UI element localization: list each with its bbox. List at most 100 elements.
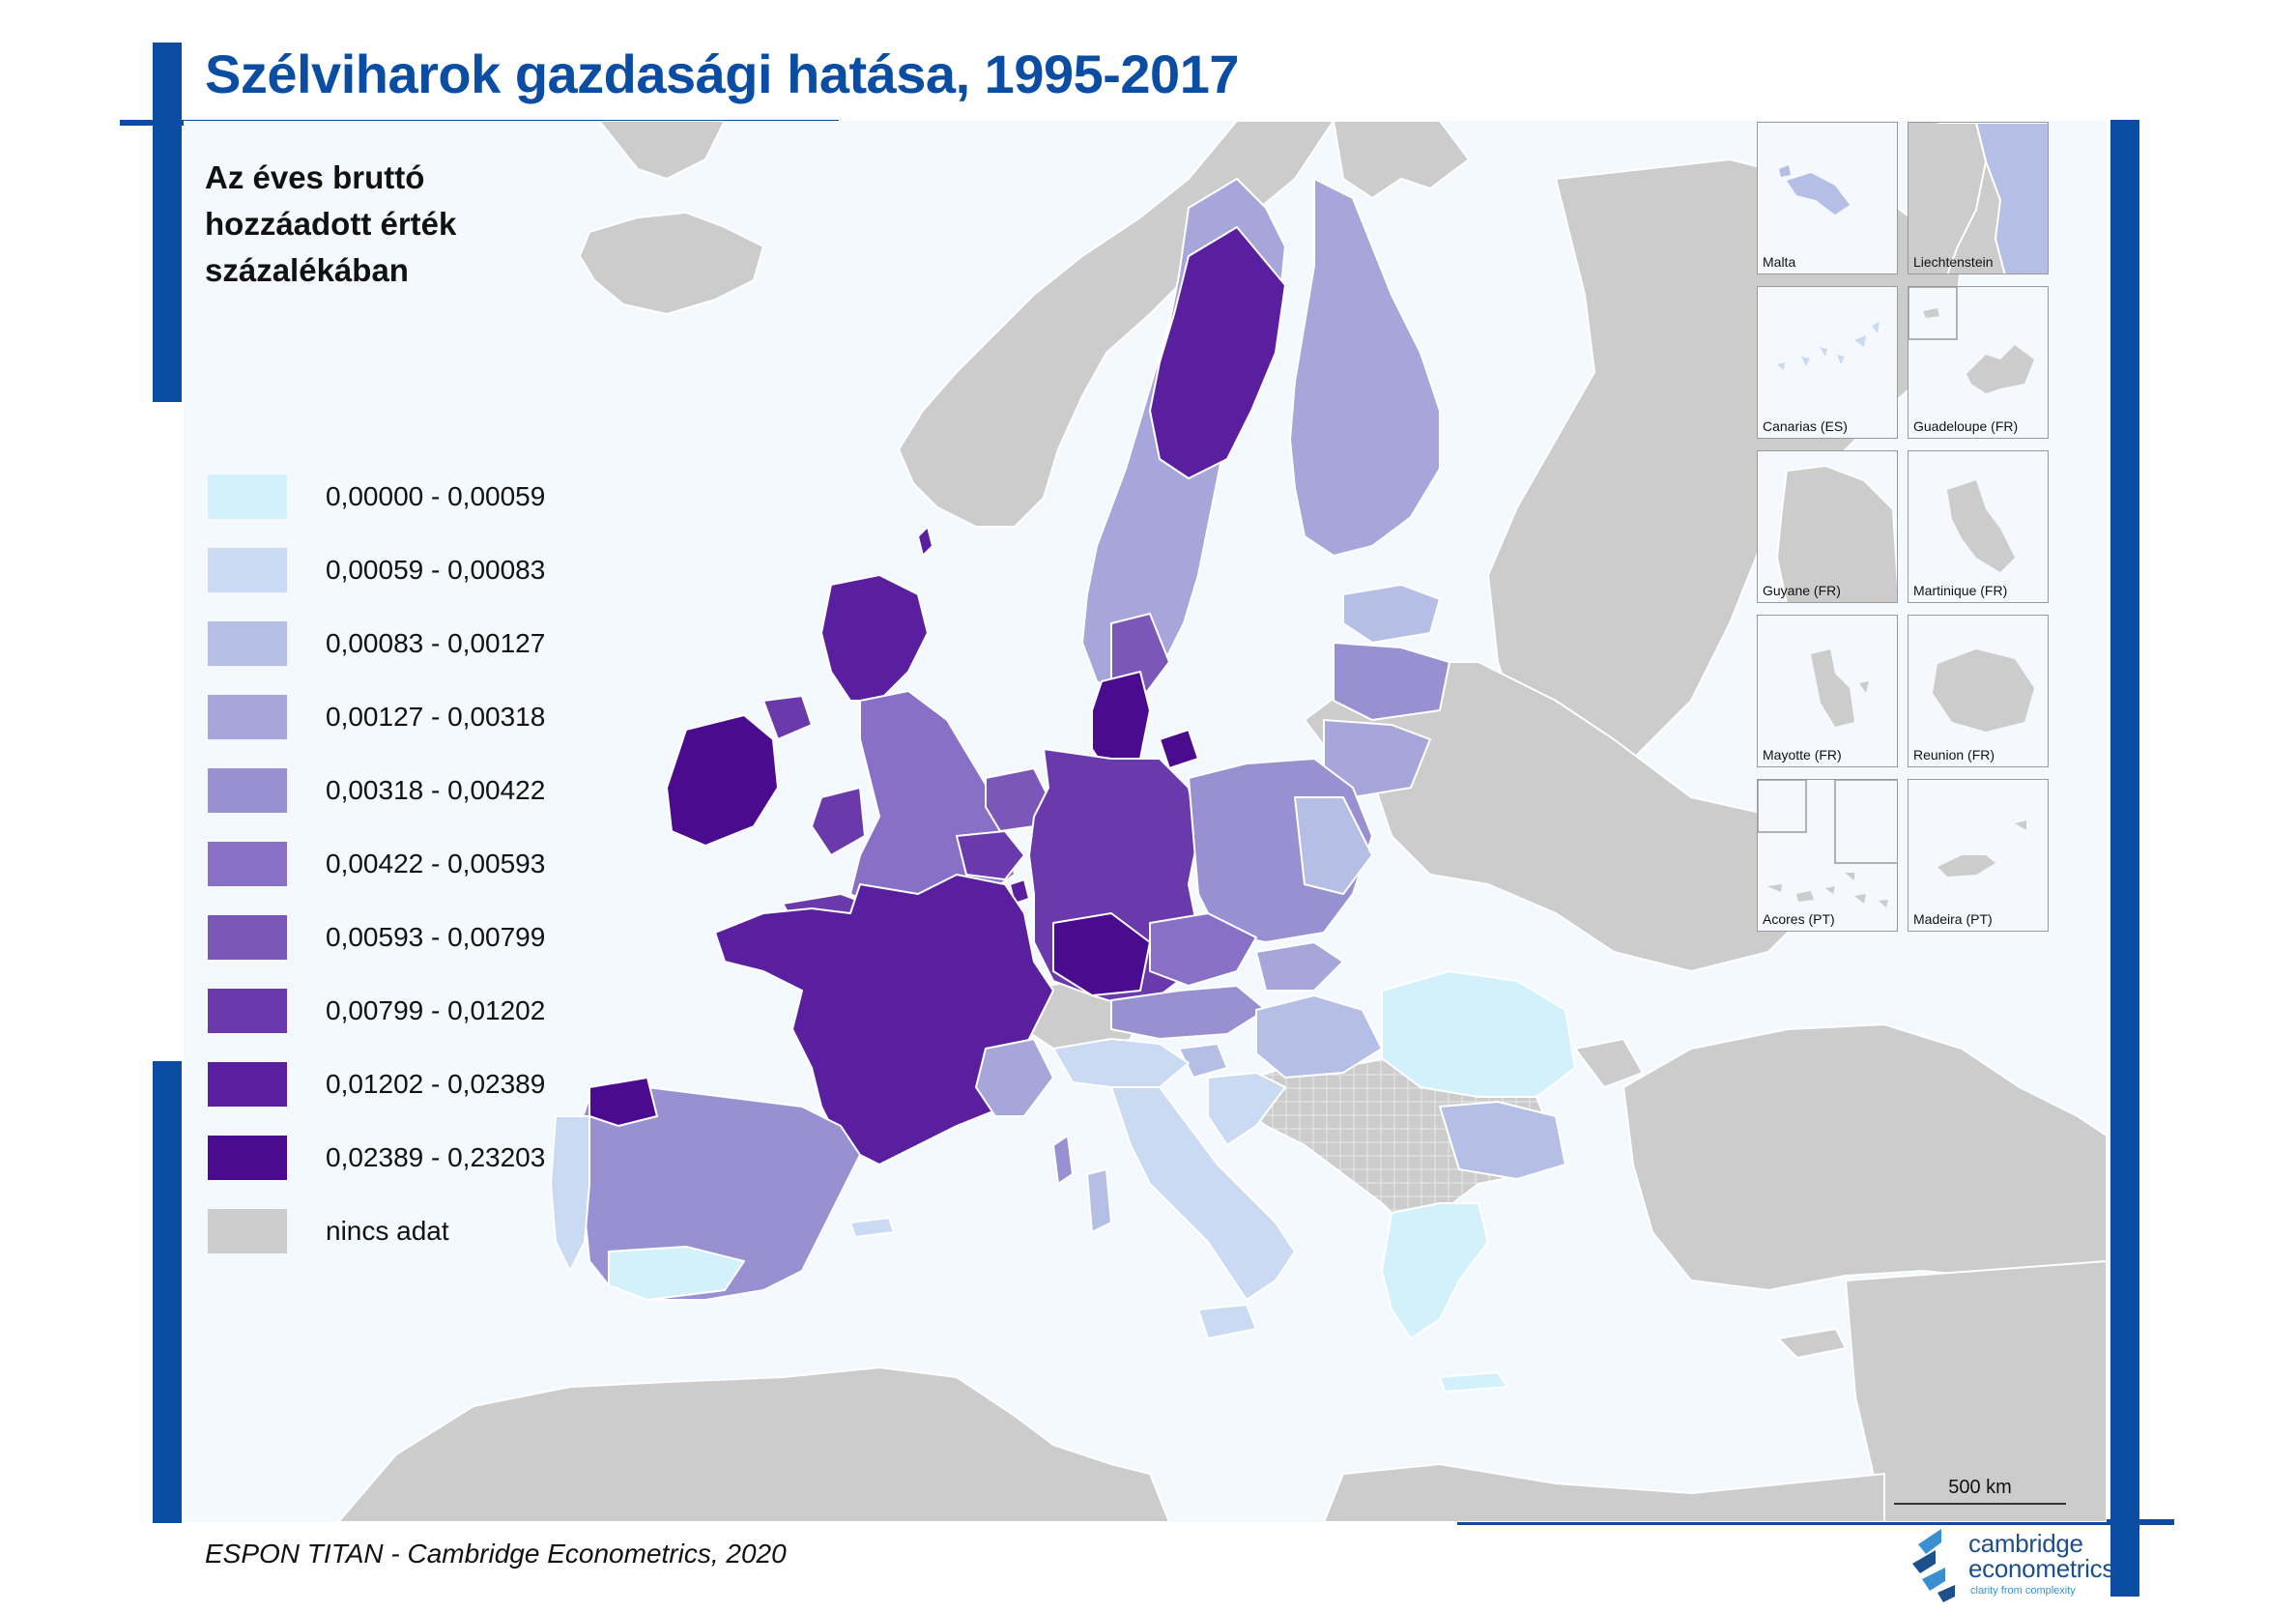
inset-liechtenstein[interactable]: Liechtenstein xyxy=(1908,122,2049,274)
legend-label: 0,00059 - 0,00083 xyxy=(326,555,546,585)
italy xyxy=(1110,1086,1296,1301)
romania xyxy=(1381,970,1576,1098)
legend-swatch xyxy=(208,1062,287,1107)
crete xyxy=(1439,1371,1508,1393)
scale-bar: 500 km xyxy=(1894,1477,2066,1505)
czechia xyxy=(1149,912,1257,987)
france-southeast xyxy=(975,1038,1054,1117)
inset-madeira[interactable]: Madeira (PT) xyxy=(1908,779,2049,932)
legend-item: nincs adat xyxy=(208,1208,449,1254)
inset-guadeloupe[interactable]: Guadeloupe (FR) xyxy=(1908,286,2049,439)
spain-south xyxy=(608,1246,745,1301)
sardinia xyxy=(1086,1168,1112,1233)
legend-item: 0,00799 - 0,01202 xyxy=(208,988,545,1034)
legend-swatch xyxy=(208,768,287,813)
legend-item: 0,00059 - 0,00083 xyxy=(208,547,545,593)
iceland xyxy=(579,212,764,315)
inset-label: Canarias (ES) xyxy=(1763,418,1848,434)
bulgaria xyxy=(1439,1101,1566,1180)
scale-line xyxy=(1894,1503,2066,1505)
middle-east xyxy=(1845,1260,2107,1522)
frame-bar-bottom xyxy=(1457,1519,2174,1525)
legend-item: 0,00000 - 0,00059 xyxy=(208,474,545,520)
sweden-north xyxy=(1149,226,1286,479)
austria xyxy=(1110,985,1267,1040)
reunion-icon xyxy=(1933,649,2034,732)
scotland xyxy=(820,574,929,702)
legend-swatch xyxy=(208,989,287,1033)
inset-label: Madeira (PT) xyxy=(1913,911,1993,927)
inset-label: Acores (PT) xyxy=(1763,911,1835,927)
inset-malta[interactable]: Malta xyxy=(1757,122,1898,274)
legend-label: 0,01202 - 0,02389 xyxy=(326,1069,546,1099)
inset-martinique[interactable]: Martinique (FR) xyxy=(1908,450,2049,603)
corsica xyxy=(1052,1135,1074,1185)
subtitle-line-2: hozzáadott érték xyxy=(205,206,457,242)
legend-swatch xyxy=(208,1136,287,1180)
balearic xyxy=(849,1217,895,1238)
sicily xyxy=(1197,1304,1257,1339)
legend-label: 0,00083 - 0,00127 xyxy=(326,628,546,658)
logo-line-2: econometrics xyxy=(1968,1554,2115,1583)
legend-label: 0,00799 - 0,01202 xyxy=(326,995,546,1025)
legend-swatch xyxy=(208,548,287,592)
inset-reunion[interactable]: Reunion (FR) xyxy=(1908,615,2049,767)
madeira-icon xyxy=(1937,820,2026,877)
inset-label: Guyane (FR) xyxy=(1763,583,1841,598)
malta-island-icon xyxy=(1779,165,1850,215)
map-subtitle: Az éves bruttó hozzáadott érték százalék… xyxy=(205,155,456,294)
wales xyxy=(811,787,866,856)
legend-item: 0,01202 - 0,02389 xyxy=(208,1061,545,1108)
scale-label: 500 km xyxy=(1948,1477,2012,1498)
legend-item: 0,02389 - 0,23203 xyxy=(208,1135,545,1181)
legend-label: 0,00127 - 0,00318 xyxy=(326,702,546,732)
legend-label: 0,00593 - 0,00799 xyxy=(326,922,546,952)
liechtenstein-icon xyxy=(1909,123,2048,273)
legend-label: 0,00318 - 0,00422 xyxy=(326,775,546,805)
italy-north xyxy=(1052,1038,1190,1088)
estonia xyxy=(1342,584,1441,644)
inset-label: Liechtenstein xyxy=(1913,254,1994,270)
hungary xyxy=(1255,994,1383,1079)
cambridge-econometrics-logo-icon xyxy=(1912,1529,1955,1602)
inset-label: Guadeloupe (FR) xyxy=(1913,418,2019,434)
latvia xyxy=(1333,642,1450,721)
azores-icon xyxy=(1758,780,1897,907)
legend-item: 0,00593 - 0,00799 xyxy=(208,914,545,961)
legend-item: 0,00083 - 0,00127 xyxy=(208,620,545,667)
legend-label: 0,00000 - 0,00059 xyxy=(326,481,546,511)
logo-tagline: clarity from complexity xyxy=(1970,1585,2076,1597)
map-title: Szélviharok gazdasági hatása, 1995-2017 xyxy=(205,43,1239,104)
inset-canarias[interactable]: Canarias (ES) xyxy=(1757,286,1898,439)
france xyxy=(714,874,1054,1166)
legend-item: 0,00318 - 0,00422 xyxy=(208,767,545,814)
slovenia xyxy=(1178,1043,1228,1079)
frame-bar-left-bottom xyxy=(153,1061,182,1523)
inset-label: Malta xyxy=(1763,254,1796,270)
legend-swatch xyxy=(208,1209,287,1253)
greenland xyxy=(598,121,726,180)
inset-acores[interactable]: Acores (PT) xyxy=(1757,779,1898,932)
turkey xyxy=(1622,1023,2107,1291)
mayotte-icon xyxy=(1811,649,1869,727)
legend-swatch xyxy=(208,915,287,960)
turkey-thrace xyxy=(1574,1038,1644,1088)
legend-label: 0,00422 - 0,00593 xyxy=(326,849,546,878)
martinique-icon xyxy=(1947,480,2015,572)
northern-ireland xyxy=(762,695,813,740)
ireland xyxy=(666,714,779,847)
legend-swatch xyxy=(208,842,287,886)
belarus-ukraine xyxy=(1304,661,1827,972)
frame-bar-right xyxy=(2110,120,2139,1597)
frame-bar-left-top xyxy=(153,43,182,402)
shetland xyxy=(917,526,933,557)
inset-mayotte[interactable]: Mayotte (FR) xyxy=(1757,615,1898,767)
denmark-islands xyxy=(1159,729,1199,769)
legend-label: 0,02389 - 0,23203 xyxy=(326,1142,546,1172)
slovakia xyxy=(1255,941,1344,992)
legend-swatch xyxy=(208,621,287,666)
canary-islands-icon xyxy=(1777,322,1880,370)
subtitle-line-3: százalékában xyxy=(205,252,409,288)
belgium xyxy=(956,830,1025,880)
inset-guyane[interactable]: Guyane (FR) xyxy=(1757,450,1898,603)
